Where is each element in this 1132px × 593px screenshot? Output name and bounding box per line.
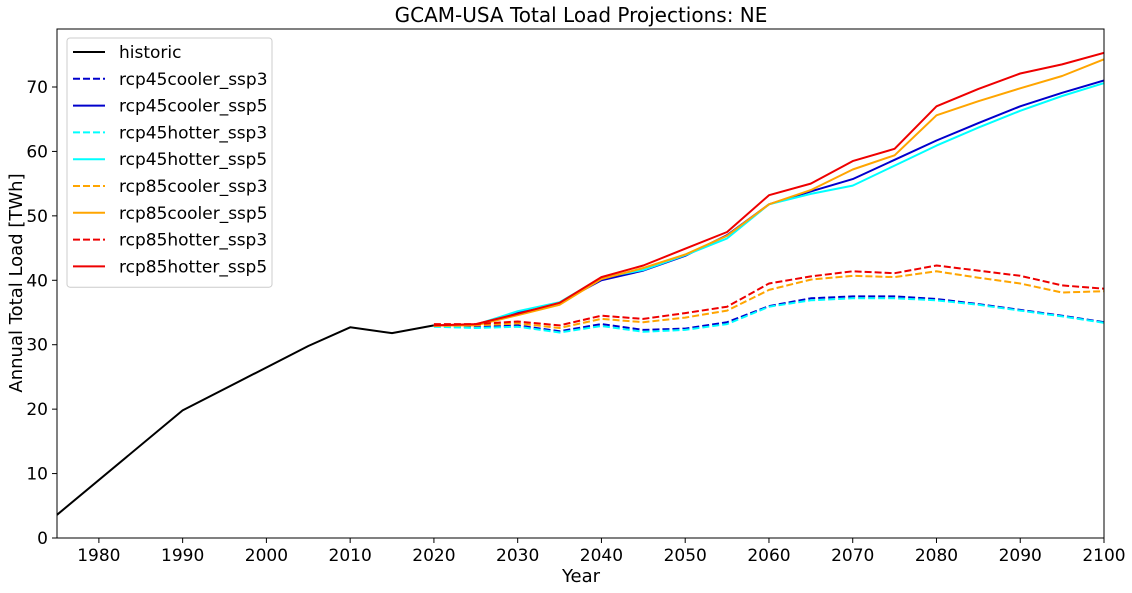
legend-entry: rcp45cooler_ssp3 <box>73 70 268 90</box>
x-tick-label: 2030 <box>496 546 539 566</box>
series-line-rcp85hotter_ssp5 <box>433 51 1104 327</box>
y-tick-label: 70 <box>26 78 48 98</box>
y-axis: 0 10 20 30 40 50 60 70 <box>26 78 57 549</box>
x-tick-label: 1990 <box>161 546 204 566</box>
legend-label: rcp85cooler_ssp3 <box>119 177 268 197</box>
legend-entry: rcp45hotter_ssp5 <box>73 150 267 170</box>
x-tick-label: 2090 <box>999 546 1042 566</box>
chart-title: GCAM-USA Total Load Projections: NE <box>395 3 768 27</box>
y-tick-label: 0 <box>37 529 48 549</box>
x-axis: 1980 1990 2000 2010 2020 2030 2040 2050 2060 2070… <box>77 538 1126 566</box>
x-axis-label: Year <box>561 566 601 587</box>
x-tick-label: 2000 <box>245 546 288 566</box>
x-tick-label: 2020 <box>412 546 455 566</box>
legend-entry: rcp85hotter_ssp5 <box>73 257 267 277</box>
series-line-rcp45hotter_ssp3 <box>433 297 1104 334</box>
x-tick-label: 2060 <box>747 546 790 566</box>
plot-frame <box>56 28 1105 539</box>
legend-label: rcp85hotter_ssp5 <box>119 257 267 277</box>
series-lines <box>57 51 1104 516</box>
y-tick-label: 50 <box>26 207 48 227</box>
legend-label: historic <box>119 43 181 63</box>
legend-label: rcp85hotter_ssp3 <box>119 231 267 251</box>
series-line-rcp85cooler_ssp3 <box>433 270 1104 329</box>
legend-label: rcp45hotter_ssp5 <box>119 150 267 170</box>
x-tick-label: 2050 <box>664 546 707 566</box>
y-tick-label: 10 <box>26 465 48 485</box>
y-tick-label: 40 <box>26 271 48 291</box>
series-line-rcp85hotter_ssp3 <box>433 264 1104 327</box>
series-line-rcp85cooler_ssp5 <box>433 58 1104 327</box>
legend-entry: rcp85cooler_ssp5 <box>73 204 268 224</box>
legend-entry: rcp45cooler_ssp5 <box>73 97 268 117</box>
legend-entry: rcp45hotter_ssp3 <box>73 123 267 143</box>
plot-area <box>57 51 1104 516</box>
legend-entry: rcp85cooler_ssp3 <box>73 177 268 197</box>
x-tick-label: 1980 <box>77 546 120 566</box>
legend-entry: historic <box>73 43 181 63</box>
x-tick-label: 2080 <box>915 546 958 566</box>
x-tick-label: 2070 <box>831 546 874 566</box>
y-tick-label: 20 <box>26 400 48 420</box>
x-tick-label: 2010 <box>329 546 372 566</box>
legend-label: rcp45hotter_ssp3 <box>119 123 267 143</box>
legend: historic rcp45cooler_ssp3 rcp45cooler_ssp5… <box>66 37 273 288</box>
series-line-historic <box>57 324 435 516</box>
x-tick-label: 2100 <box>1082 546 1125 566</box>
legend-label: rcp45cooler_ssp3 <box>119 70 268 90</box>
legend-label: rcp45cooler_ssp5 <box>119 97 268 117</box>
legend-entry: rcp85hotter_ssp3 <box>73 231 267 251</box>
y-tick-label: 60 <box>26 142 48 162</box>
y-tick-label: 30 <box>26 336 48 356</box>
x-tick-label: 2040 <box>580 546 623 566</box>
y-axis-label: Annual Total Load [TWh] <box>6 173 27 392</box>
legend-box <box>66 37 273 288</box>
legend-label: rcp85cooler_ssp5 <box>119 204 268 224</box>
